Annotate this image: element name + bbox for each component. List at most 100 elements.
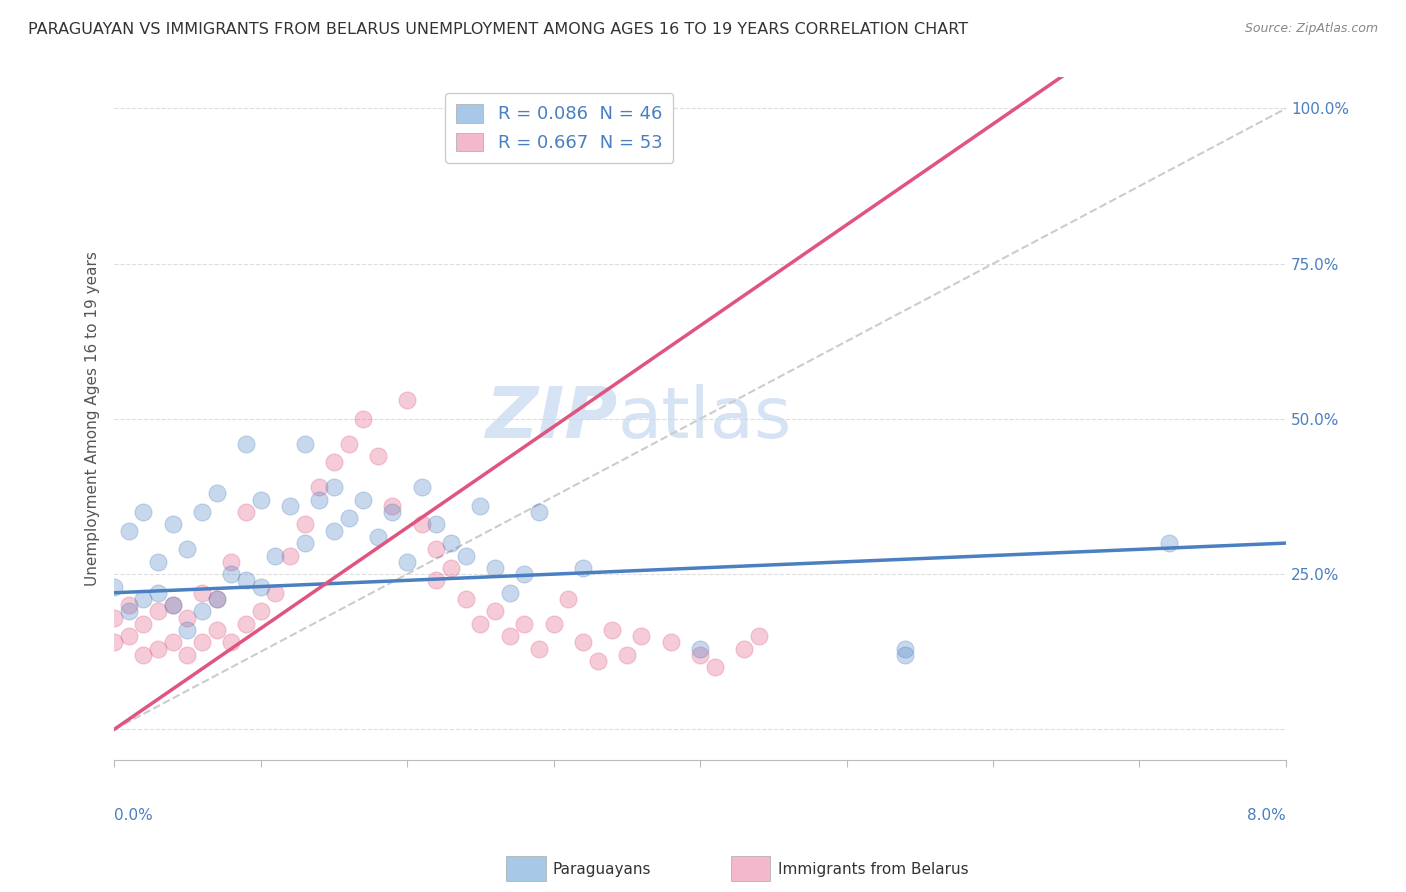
Text: PARAGUAYAN VS IMMIGRANTS FROM BELARUS UNEMPLOYMENT AMONG AGES 16 TO 19 YEARS COR: PARAGUAYAN VS IMMIGRANTS FROM BELARUS UN…: [28, 22, 969, 37]
Point: [352, 492, 374, 507]
Point: [132, 505, 155, 519]
Point: [264, 549, 287, 563]
Point: [513, 567, 536, 582]
Point: [425, 517, 447, 532]
Point: [103, 580, 125, 594]
Point: [162, 517, 184, 532]
Point: [498, 629, 520, 643]
Point: [381, 499, 404, 513]
Point: [249, 492, 271, 507]
Point: [352, 412, 374, 426]
Point: [132, 616, 155, 631]
Point: [221, 635, 243, 649]
Point: [425, 574, 447, 588]
Point: [235, 616, 257, 631]
Point: [689, 648, 711, 662]
Y-axis label: Unemployment Among Ages 16 to 19 years: Unemployment Among Ages 16 to 19 years: [86, 252, 100, 586]
Point: [322, 455, 344, 469]
Text: Source: ZipAtlas.com: Source: ZipAtlas.com: [1244, 22, 1378, 36]
Point: [278, 549, 301, 563]
Point: [118, 524, 141, 538]
Point: [748, 629, 770, 643]
Point: [484, 561, 506, 575]
Point: [294, 436, 316, 450]
Point: [191, 635, 214, 649]
Point: [176, 542, 198, 557]
Point: [381, 505, 404, 519]
Point: [249, 604, 271, 618]
Text: ZIP: ZIP: [486, 384, 619, 453]
Point: [527, 641, 550, 656]
Point: [411, 517, 433, 532]
Point: [146, 641, 169, 656]
Point: [162, 598, 184, 612]
Point: [527, 505, 550, 519]
Point: [118, 598, 141, 612]
Text: 8.0%: 8.0%: [1247, 808, 1286, 823]
Point: [322, 524, 344, 538]
Point: [557, 591, 579, 606]
Point: [454, 549, 477, 563]
Point: [411, 480, 433, 494]
Point: [176, 610, 198, 624]
Point: [616, 648, 638, 662]
Point: [703, 660, 725, 674]
Point: [337, 511, 360, 525]
Point: [162, 635, 184, 649]
Point: [249, 580, 271, 594]
Point: [308, 492, 330, 507]
Point: [146, 555, 169, 569]
Point: [176, 648, 198, 662]
Point: [1157, 536, 1180, 550]
Point: [132, 648, 155, 662]
Point: [146, 586, 169, 600]
Point: [600, 623, 623, 637]
Legend: R = 0.086  N = 46, R = 0.667  N = 53: R = 0.086 N = 46, R = 0.667 N = 53: [446, 94, 673, 162]
Point: [191, 586, 214, 600]
Point: [572, 561, 595, 575]
Point: [425, 542, 447, 557]
Point: [586, 654, 609, 668]
Point: [294, 536, 316, 550]
Point: [103, 610, 125, 624]
Point: [264, 586, 287, 600]
Point: [176, 623, 198, 637]
Point: [205, 591, 228, 606]
Point: [470, 616, 492, 631]
Text: atlas: atlas: [619, 384, 793, 453]
Point: [294, 517, 316, 532]
Point: [630, 629, 652, 643]
Point: [221, 567, 243, 582]
Point: [498, 586, 520, 600]
Point: [396, 555, 419, 569]
Point: [235, 574, 257, 588]
Point: [322, 480, 344, 494]
Point: [689, 641, 711, 656]
Point: [396, 393, 419, 408]
Text: 0.0%: 0.0%: [114, 808, 153, 823]
Point: [659, 635, 682, 649]
Point: [205, 486, 228, 500]
Point: [162, 598, 184, 612]
Point: [484, 604, 506, 618]
Point: [513, 616, 536, 631]
Point: [367, 530, 389, 544]
Text: Paraguayans: Paraguayans: [553, 863, 651, 877]
Text: Immigrants from Belarus: Immigrants from Belarus: [778, 863, 969, 877]
Point: [191, 505, 214, 519]
Point: [470, 499, 492, 513]
Point: [337, 436, 360, 450]
Point: [235, 505, 257, 519]
Point: [440, 561, 463, 575]
Point: [308, 480, 330, 494]
Point: [118, 604, 141, 618]
Point: [235, 436, 257, 450]
Point: [733, 641, 755, 656]
Point: [454, 591, 477, 606]
Point: [440, 536, 463, 550]
Point: [278, 499, 301, 513]
Point: [894, 648, 917, 662]
Point: [146, 604, 169, 618]
Point: [572, 635, 595, 649]
Point: [205, 591, 228, 606]
